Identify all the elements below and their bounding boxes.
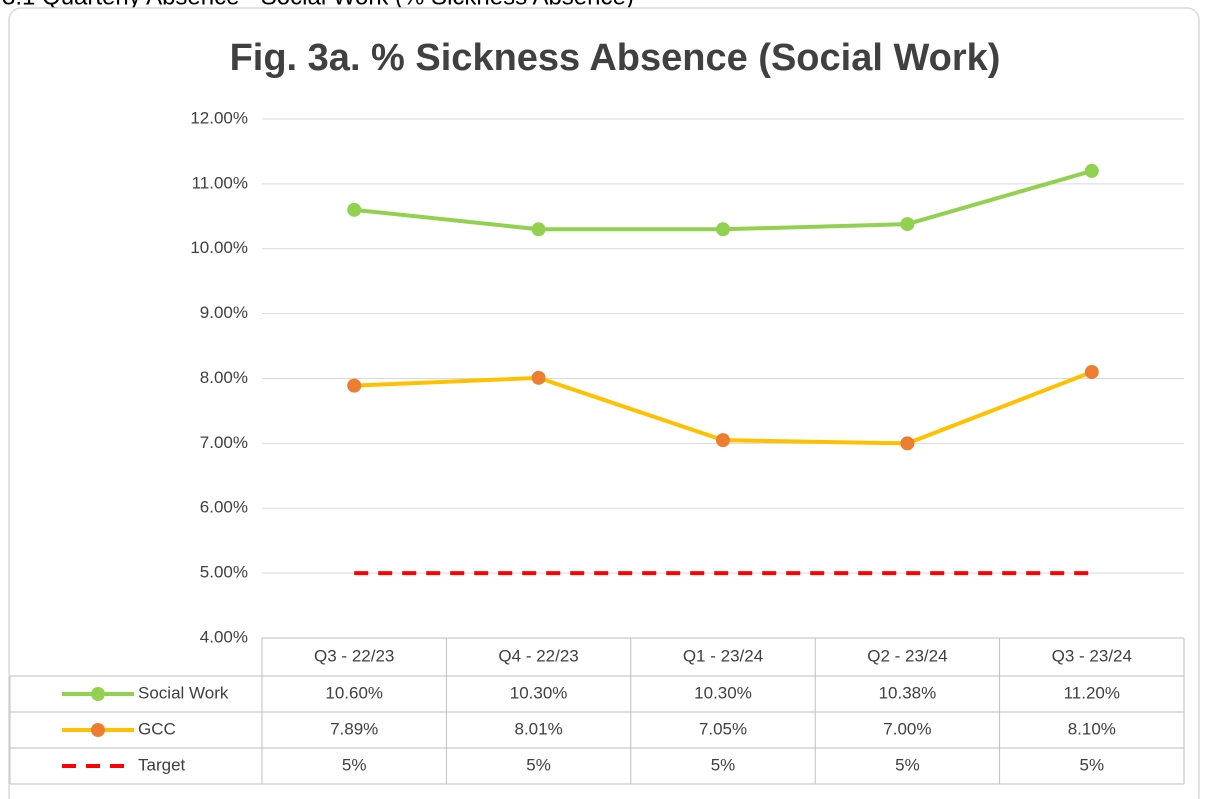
series-marker [531,222,546,237]
table-value: 7.00% [883,719,931,738]
y-tick-label: 11.00% [192,173,248,192]
table-value: 5% [342,755,367,774]
chart-title: Fig. 3a. % Sickness Absence (Social Work… [230,37,1001,79]
series-marker [531,370,546,385]
y-tick-label: 10.00% [190,238,248,257]
series-marker [716,222,730,237]
x-tick-label: Q2 - 23/24 [867,646,947,665]
page-heading: 3.1 Quarterly Absence - Social Work (% S… [2,0,634,10]
y-tick-label: 7.00% [200,433,248,452]
x-tick-label: Q3 - 22/23 [314,646,394,665]
table-value: 10.30% [510,683,568,702]
y-tick-label: 6.00% [200,498,248,517]
x-tick-label: Q1 - 23/24 [683,646,763,665]
legend-key-marker [91,687,105,701]
legend-label: Target [138,755,186,774]
x-tick-label: Q4 - 22/23 [498,646,578,665]
series-marker [716,433,730,448]
legend-label: Social Work [138,683,229,702]
table-value: 5% [895,755,920,774]
series-marker [1084,163,1099,178]
table-value: 10.60% [325,683,383,702]
series-marker [900,217,915,232]
series-marker [900,436,915,451]
series-marker [1084,365,1099,380]
table-value: 10.38% [879,683,937,702]
table-value: 7.89% [330,719,378,738]
y-tick-label: 5.00% [200,563,248,582]
table-value: 8.01% [514,719,562,738]
table-value: 5% [711,755,736,774]
legend-label: GCC [138,719,176,738]
series-marker [347,202,362,217]
table-value: 5% [526,755,551,774]
series-marker [347,378,362,393]
table-value: 7.05% [699,719,747,738]
x-tick-label: Q3 - 23/24 [1052,646,1132,665]
y-tick-label: 12.00% [190,108,248,127]
y-tick-label: 8.00% [200,368,248,387]
table-value: 5% [1080,755,1105,774]
y-tick-label: 4.00% [200,627,248,646]
table-value: 10.30% [694,683,752,702]
y-tick-label: 9.00% [200,303,248,322]
chart-frame [8,7,1200,799]
table-value: 11.20% [1064,683,1120,702]
table-value: 8.10% [1068,719,1116,738]
legend-key-marker [91,723,105,737]
